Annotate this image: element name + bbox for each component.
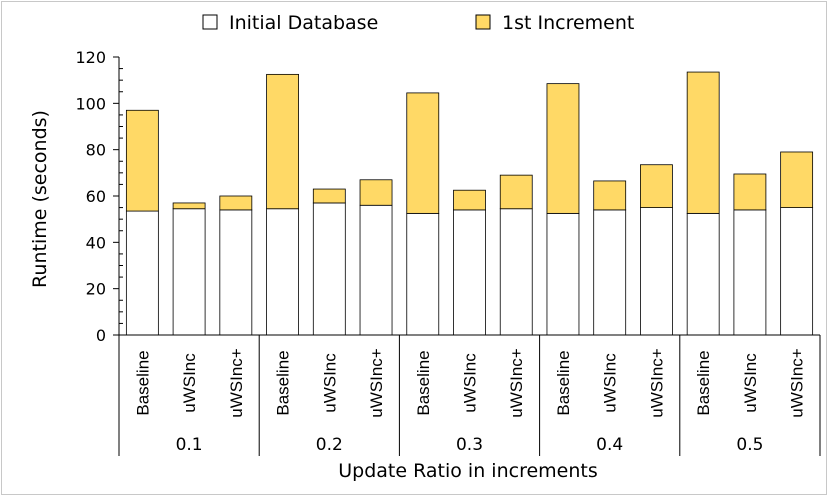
bar-initial-database xyxy=(219,209,253,336)
y-tick-label: 80 xyxy=(86,141,106,160)
x-axis: Baseline uWSInc uWSInc+ 0.1 Baseline uWSInc uW… xyxy=(118,334,821,456)
bar-1st-increment xyxy=(640,164,673,208)
bar-1st-increment xyxy=(266,73,299,210)
category-label: Baseline xyxy=(274,350,293,415)
legend: Initial Database 1st Increment xyxy=(202,12,634,34)
category-label: Baseline xyxy=(133,350,152,415)
bar-1st-increment xyxy=(125,109,159,212)
category-label: uWSInc+ xyxy=(647,348,666,418)
category-label: uWSInc xyxy=(601,353,620,413)
bar-initial-database xyxy=(406,212,440,336)
y-axis-title: Runtime (seconds) xyxy=(29,110,51,288)
bar-1st-increment xyxy=(593,180,627,211)
y-tick-label: 40 xyxy=(86,233,106,252)
category-label: Baseline xyxy=(414,350,433,415)
category-label: uWSInc xyxy=(320,353,339,413)
category-label: Baseline xyxy=(554,350,573,415)
bar-initial-database xyxy=(593,209,627,336)
group-label: 0.5 xyxy=(736,435,763,455)
bar-initial-database xyxy=(453,209,486,336)
y-axis: 0 20 40 60 80 100 120 xyxy=(75,48,123,345)
bar-1st-increment xyxy=(453,189,486,211)
group-label: 0.4 xyxy=(596,435,623,455)
bar-initial-database xyxy=(640,207,673,336)
legend-label: Initial Database xyxy=(229,12,378,34)
bar-1st-increment xyxy=(172,202,206,210)
bar-initial-database xyxy=(125,210,159,336)
y-tick-label: 100 xyxy=(75,94,106,113)
category-label: uWSInc+ xyxy=(367,348,386,418)
bar-initial-database xyxy=(266,208,299,336)
bar-initial-database xyxy=(780,207,814,336)
legend-label: 1st Increment xyxy=(502,12,634,34)
y-tick-label: 60 xyxy=(86,187,106,206)
category-label: uWSInc xyxy=(180,353,199,413)
bar-initial-database xyxy=(546,212,580,336)
bar-1st-increment xyxy=(406,92,440,214)
group-label: 0.3 xyxy=(456,435,483,455)
category-label: uWSInc xyxy=(741,353,760,413)
x-axis-title: Update Ratio in increments xyxy=(338,460,597,482)
bar-1st-increment xyxy=(780,151,814,208)
bar-1st-increment xyxy=(219,195,253,211)
bar-1st-increment xyxy=(359,179,393,206)
legend-swatch xyxy=(475,14,491,30)
group-label: 0.2 xyxy=(316,435,343,455)
y-tick-label: 120 xyxy=(75,48,106,67)
bar-initial-database xyxy=(499,208,533,336)
bar-initial-database xyxy=(686,212,720,336)
bar-initial-database xyxy=(359,204,393,336)
bars xyxy=(125,71,814,336)
bar-initial-database xyxy=(172,208,206,336)
category-label: uWSInc+ xyxy=(788,348,807,418)
category-label: uWSInc+ xyxy=(507,348,526,418)
category-label: uWSInc+ xyxy=(227,348,246,418)
group-label: 0.1 xyxy=(176,435,203,455)
bar-1st-increment xyxy=(733,173,767,211)
bar-initial-database xyxy=(733,209,767,336)
bar-1st-increment xyxy=(686,71,720,214)
bar-1st-increment xyxy=(499,174,533,210)
category-label: uWSInc xyxy=(461,353,480,413)
legend-swatch xyxy=(202,14,218,30)
bar-initial-database xyxy=(312,202,346,336)
category-label: Baseline xyxy=(694,350,713,415)
bar-1st-increment xyxy=(546,83,580,214)
bar-1st-increment xyxy=(312,188,346,204)
y-tick-label: 20 xyxy=(86,280,106,299)
y-tick-label: 0 xyxy=(96,326,106,345)
